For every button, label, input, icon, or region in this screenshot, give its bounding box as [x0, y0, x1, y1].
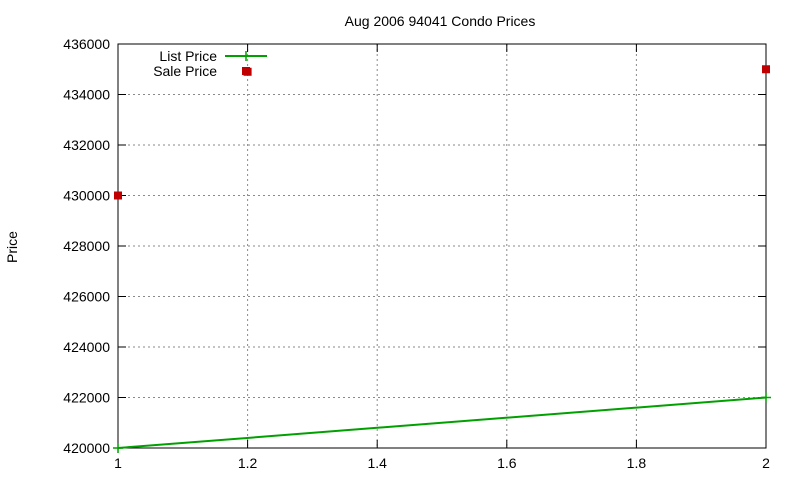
x-tick-labels: 1 1.2 1.4 1.6 1.8 2 [114, 455, 770, 471]
x-tick-label: 1 [114, 455, 122, 471]
y-tick-labels: 420000 422000 424000 426000 428000 430000 4320… [63, 36, 110, 456]
legend-label-list-price: List Price [159, 48, 217, 64]
x-tick-label: 1.2 [238, 455, 258, 471]
y-tick-label: 428000 [63, 238, 110, 254]
x-tick-label: 1.4 [367, 455, 387, 471]
y-tick-label: 422000 [63, 390, 110, 406]
sale-price-point [762, 65, 770, 74]
sale-price-point [114, 191, 122, 200]
legend-label-sale-price: Sale Price [153, 63, 217, 79]
legend-marker-sale-price [242, 67, 250, 75]
y-tick-label: 432000 [63, 137, 110, 153]
grid-lines [118, 44, 766, 448]
list-price-point [113, 443, 123, 453]
y-axis-label: Price [4, 231, 20, 263]
x-tick-label: 1.8 [627, 455, 647, 471]
list-price-point [761, 392, 771, 403]
y-tick-label: 430000 [63, 188, 110, 204]
series-layer [113, 65, 771, 453]
x-tick-label: 1.6 [497, 455, 517, 471]
y-tick-label: 420000 [63, 440, 110, 456]
y-tick-label: 424000 [63, 339, 110, 355]
list-price-line [117, 396, 767, 449]
legend-marker-list-price [241, 51, 251, 61]
y-tick-label: 436000 [63, 36, 110, 52]
y-tick-label: 434000 [63, 87, 110, 103]
y-tick-label: 426000 [63, 289, 110, 305]
x-tick-label: 2 [762, 455, 770, 471]
chart-title: Aug 2006 94041 Condo Prices [345, 13, 536, 29]
